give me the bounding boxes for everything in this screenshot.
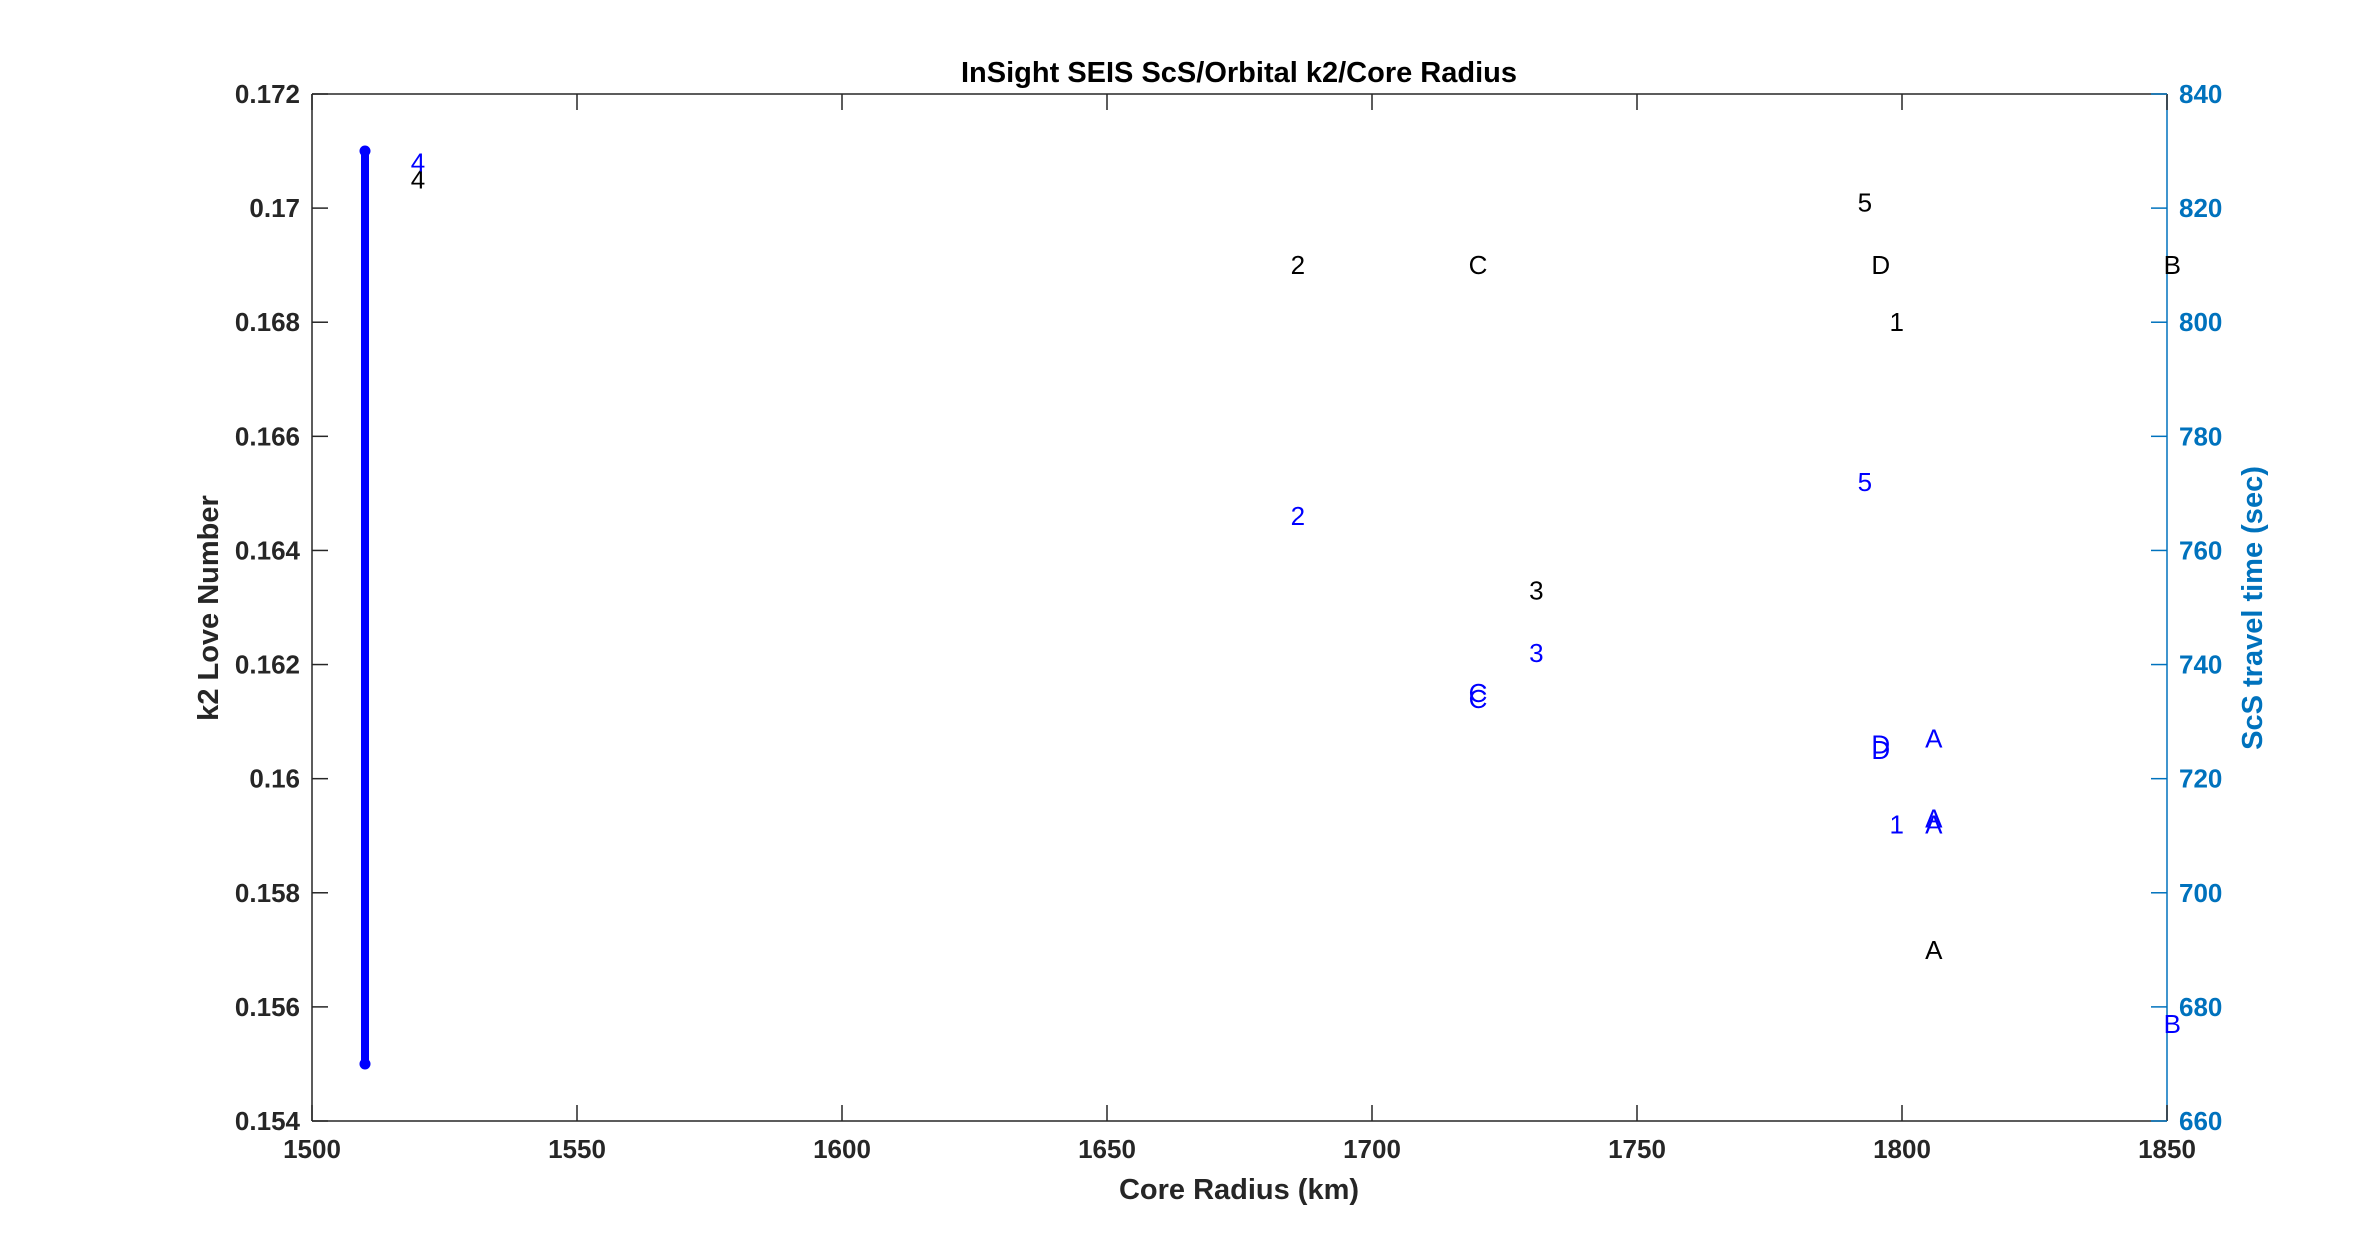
range-bar-end-top: [359, 145, 371, 157]
plot-area: [312, 94, 2167, 1121]
x-tick-label: 1650: [1078, 1134, 1136, 1164]
y-left-tick-label: 0.172: [235, 79, 300, 109]
k2-point-label: 4: [411, 165, 425, 195]
scs-point-label: B: [2164, 1009, 2181, 1039]
x-tick-label: 1550: [548, 1134, 606, 1164]
y-right-tick-label: 800: [2179, 307, 2222, 337]
axes: 1500 1550 1600 1650 1700 1750 1800 18500.1540.1…: [235, 79, 2222, 1164]
y-left-tick-label: 0.156: [235, 992, 300, 1022]
y-left-tick-label: 0.158: [235, 878, 300, 908]
y-right-tick-label: 740: [2179, 650, 2222, 680]
y-right-tick-label: 840: [2179, 79, 2222, 109]
scs-point-label: C: [1469, 684, 1488, 714]
range-bar-end-bottom: [359, 1058, 371, 1070]
scs-point-label: 1: [1889, 809, 1903, 839]
x-tick-label: 1750: [1608, 1134, 1666, 1164]
scs-point-label: 3: [1529, 638, 1543, 668]
y-left-tick-label: 0.166: [235, 421, 300, 451]
y-right-tick-label: 820: [2179, 193, 2222, 223]
y-right-tick-label: 760: [2179, 535, 2222, 565]
scs-point-label: A: [1925, 804, 1943, 834]
x-axis-title: Core Radius (km): [1119, 1174, 1359, 1206]
scs-point-label: D: [1871, 729, 1890, 759]
x-tick-label: 1800: [1873, 1134, 1931, 1164]
y-right-tick-label: 700: [2179, 878, 2222, 908]
y-left-tick-label: 0.168: [235, 307, 300, 337]
y-right-tick-label: 720: [2179, 764, 2222, 794]
y-axis-right-title: ScS travel time (sec): [2237, 466, 2269, 750]
y-left-tick-label: 0.17: [249, 193, 300, 223]
x-tick-label: 1500: [283, 1134, 341, 1164]
scs-point-label: A: [1925, 809, 1943, 839]
scs-point-label: A: [1925, 724, 1943, 754]
k2-point-label: C: [1469, 250, 1488, 280]
k2-point-label: D: [1871, 250, 1890, 280]
y-right-tick-label: 780: [2179, 421, 2222, 451]
x-tick-label: 1850: [2138, 1134, 2196, 1164]
scs-point-label: 2: [1291, 501, 1305, 531]
y-left-tick-label: 0.16: [249, 764, 300, 794]
k2-point-label: 5: [1858, 187, 1872, 217]
k2-point-label: 2: [1291, 250, 1305, 280]
y-right-tick-label: 680: [2179, 992, 2222, 1022]
k2-point-label: 1: [1889, 307, 1903, 337]
scs-point-label: 4: [411, 147, 425, 177]
x-tick-label: 1700: [1343, 1134, 1401, 1164]
y-left-tick-label: 0.164: [235, 535, 301, 565]
k2-point-label: A: [1925, 935, 1943, 965]
scs-point-label: C: [1469, 678, 1488, 708]
y-left-tick-label: 0.154: [235, 1106, 301, 1136]
y-right-tick-label: 660: [2179, 1106, 2222, 1136]
y-axis-left-title: k2 Love Number: [193, 495, 225, 721]
scs-point-label: 5: [1858, 467, 1872, 497]
k2-point-label: B: [2164, 250, 2181, 280]
chart-title: InSight SEIS ScS/Orbital k2/Core Radius: [961, 57, 1517, 89]
y-left-tick-label: 0.162: [235, 650, 300, 680]
k2-point-label: 3: [1529, 575, 1543, 605]
x-tick-label: 1600: [813, 1134, 871, 1164]
scs-point-label: D: [1871, 735, 1890, 765]
